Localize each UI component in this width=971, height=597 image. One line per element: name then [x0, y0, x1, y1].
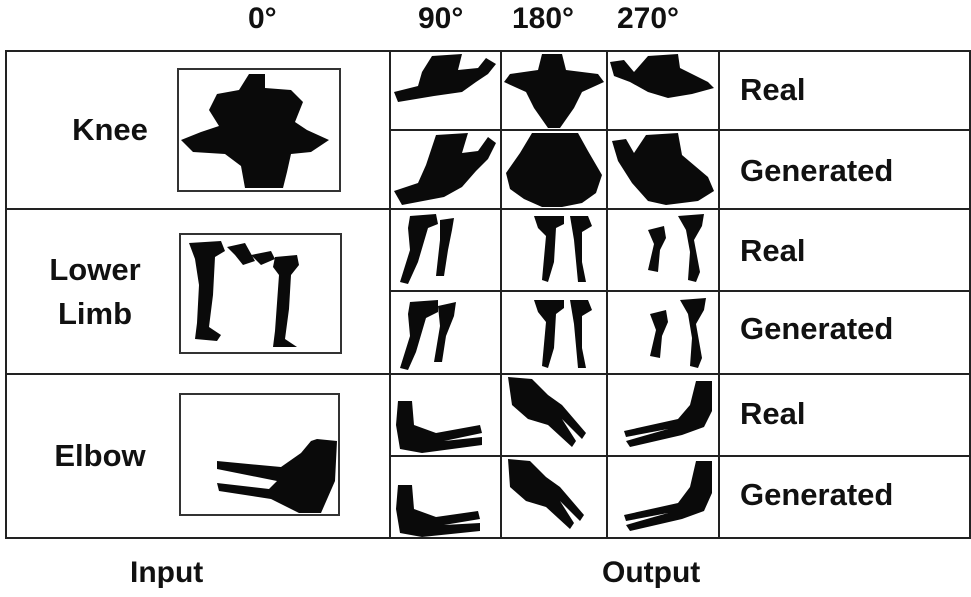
- output-lowerlimb-real-90: [392, 210, 499, 289]
- row-label-knee-generated: Generated: [740, 153, 894, 188]
- input-image-knee: [177, 68, 341, 192]
- row-label-elbow-real: Real: [740, 396, 806, 431]
- output-knee-generated-180: [502, 131, 606, 207]
- row-label-elbow-generated: Generated: [740, 477, 894, 512]
- row-label-lowerlimb-generated: Generated: [740, 311, 894, 346]
- output-lowerlimb-generated-270: [608, 292, 718, 372]
- row-label-knee-real: Real: [740, 72, 806, 107]
- output-elbow-generated-180: [502, 457, 606, 537]
- organ-label-knee: Knee: [72, 112, 148, 147]
- output-elbow-real-270: [608, 375, 718, 454]
- output-lowerlimb-generated-90: [392, 292, 499, 372]
- output-knee-real-270: [608, 52, 718, 128]
- footer-input-label: Input: [130, 556, 204, 589]
- output-knee-real-180: [502, 52, 606, 128]
- angle-180-header: 180°: [512, 2, 575, 35]
- angle-270-header: 270°: [617, 2, 680, 35]
- output-knee-real-90: [392, 52, 499, 128]
- output-elbow-real-180: [502, 375, 606, 454]
- output-lowerlimb-generated-180: [502, 292, 606, 372]
- output-knee-generated-270: [608, 131, 718, 207]
- output-elbow-real-90: [392, 375, 499, 454]
- output-elbow-generated-270: [608, 457, 718, 537]
- output-lowerlimb-real-180: [502, 210, 606, 289]
- footer-output-label: Output: [602, 556, 701, 589]
- input-image-elbow: [179, 393, 340, 516]
- output-lowerlimb-real-270: [608, 210, 718, 289]
- organ-label-elbow: Elbow: [54, 438, 146, 473]
- output-elbow-generated-90: [392, 457, 499, 537]
- input-image-lower-limb: [179, 233, 342, 354]
- angle-0-header: 0°: [248, 2, 277, 35]
- output-knee-generated-90: [392, 131, 499, 207]
- row-label-lowerlimb-real: Real: [740, 233, 806, 268]
- organ-label-lower-limb: Lower Limb: [49, 252, 141, 331]
- angle-90-header: 90°: [418, 2, 464, 35]
